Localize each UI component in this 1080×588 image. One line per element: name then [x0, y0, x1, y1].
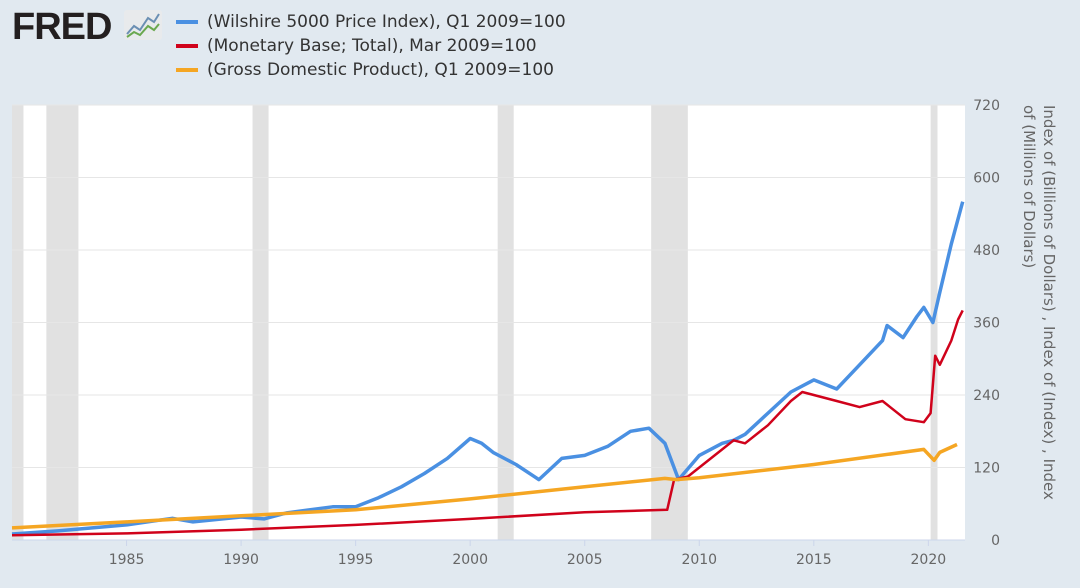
x-tick-label: 1985 [109, 552, 145, 568]
x-tick-label: 2020 [911, 552, 947, 568]
series-line-0 [11, 201, 965, 536]
x-tick-label: 1995 [338, 552, 374, 568]
series-line-1 [11, 309, 964, 537]
y-tick-label: 0 [991, 533, 1000, 549]
y-axis-label: Index of (Billions of Dollars) , Index o… [1040, 105, 1058, 500]
fred-logo[interactable]: FRED [12, 6, 112, 48]
x-tick-label: 2010 [681, 552, 717, 568]
x-tick-label: 1990 [223, 552, 259, 568]
y-tick-label: 480 [973, 243, 1000, 259]
legend-item-monetary-base: (Monetary Base; Total), Mar 2009=100 [176, 34, 566, 58]
y-tick-label: 600 [973, 171, 1000, 187]
y-axis-label: of (Millions of Dollars) [1020, 105, 1038, 268]
x-tick-label: 2000 [452, 552, 488, 568]
y-tick-label: 720 [973, 98, 1000, 114]
x-tick-label: 2015 [796, 552, 832, 568]
legend: (Wilshire 5000 Price Index), Q1 2009=100… [176, 10, 566, 82]
y-tick-label: 120 [973, 461, 1000, 477]
x-tick-label: 2005 [567, 552, 603, 568]
chart-logo-icon [124, 10, 162, 40]
y-tick-label: 360 [973, 316, 1000, 332]
legend-item-wilshire: (Wilshire 5000 Price Index), Q1 2009=100 [176, 10, 566, 34]
legend-item-gdp: (Gross Domestic Product), Q1 2009=100 [176, 58, 566, 82]
y-tick-label: 240 [973, 388, 1000, 404]
series-line-2 [11, 442, 958, 530]
